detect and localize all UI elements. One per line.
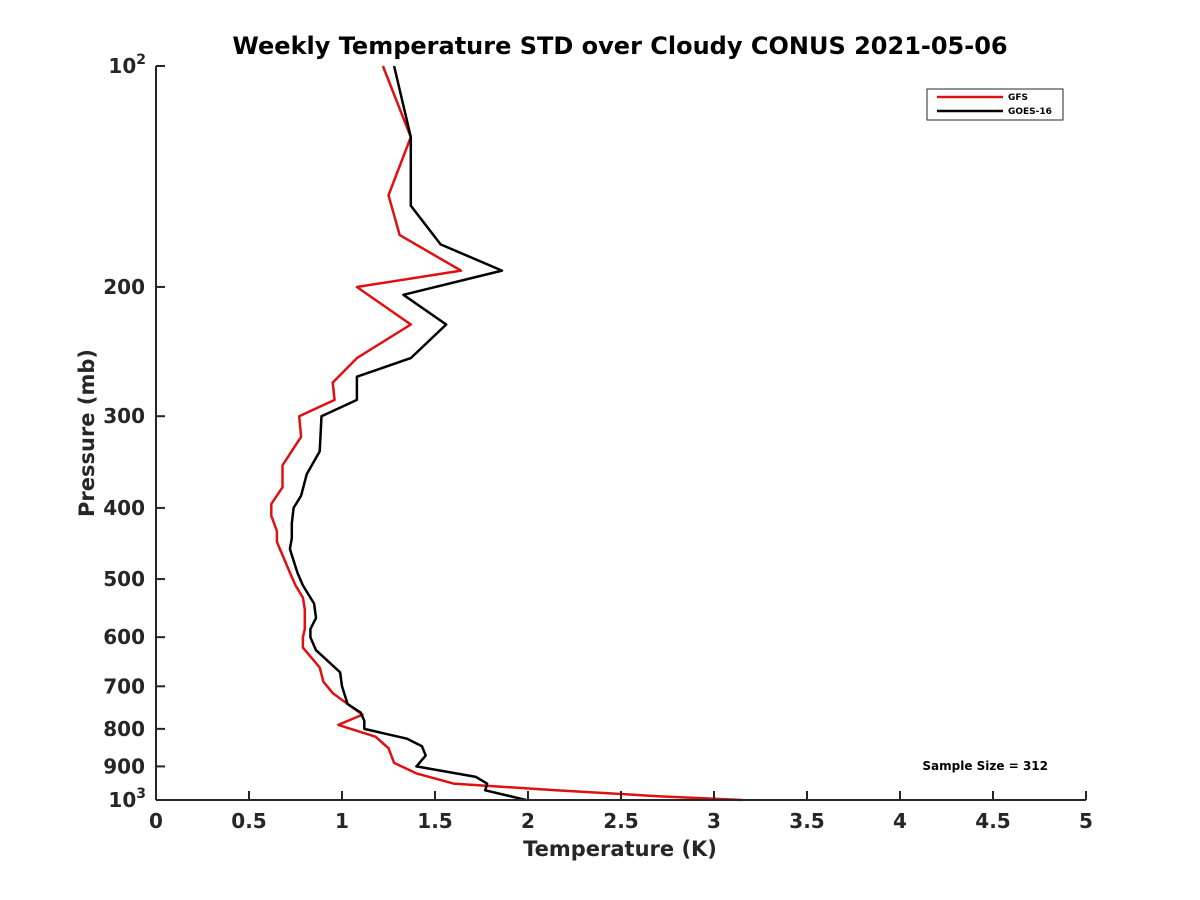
legend-label-gfs: GFS (1008, 93, 1028, 103)
y-tick-label: 400 (103, 496, 145, 520)
legend[interactable]: GFS GOES-16 (926, 88, 1064, 121)
y-tick-label: 102 (108, 52, 146, 78)
chart-title: Weekly Temperature STD over Cloudy CONUS… (232, 32, 1007, 60)
series-layer (270, 65, 742, 802)
x-tick-label: 3 (707, 809, 721, 833)
x-tick-label: 3.5 (789, 809, 824, 833)
x-tick-label: 4.5 (975, 809, 1010, 833)
x-tick-label: 4 (893, 809, 907, 833)
x-axis-label: Temperature (K) (523, 837, 717, 861)
x-tick-label: 0 (149, 809, 163, 833)
x-ticks: 0 0.5 1 1.5 2 2.5 3 3.5 4 4.5 5 (149, 791, 1093, 833)
y-tick-label: 300 (103, 404, 145, 428)
x-tick-label: 2.5 (603, 809, 638, 833)
y-tick-label: 103 (108, 786, 146, 812)
series-line-gfs (270, 65, 742, 802)
plot-area (156, 66, 1086, 800)
y-tick-label: 700 (103, 674, 145, 698)
legend-label-goes16: GOES-16 (1008, 107, 1052, 117)
y-tick-label: 900 (103, 754, 145, 778)
x-tick-label: 1.5 (417, 809, 452, 833)
y-tick-label: 500 (103, 567, 145, 591)
y-tick-label: 600 (103, 625, 145, 649)
series-line-goes16 (288, 65, 527, 802)
y-axis-label: Pressure (mb) (75, 349, 99, 517)
x-tick-label: 5 (1079, 809, 1093, 833)
y-tick-label: 800 (103, 717, 145, 741)
y-ticks: 102 200 300 400 500 600 700 800 900 103 (103, 52, 165, 812)
x-tick-label: 1 (335, 809, 349, 833)
x-tick-label: 2 (521, 809, 535, 833)
legend-box (926, 88, 1064, 121)
sample-size-annotation: Sample Size = 312 (922, 759, 1048, 773)
y-tick-label: 200 (103, 275, 145, 299)
x-tick-label: 0.5 (231, 809, 266, 833)
